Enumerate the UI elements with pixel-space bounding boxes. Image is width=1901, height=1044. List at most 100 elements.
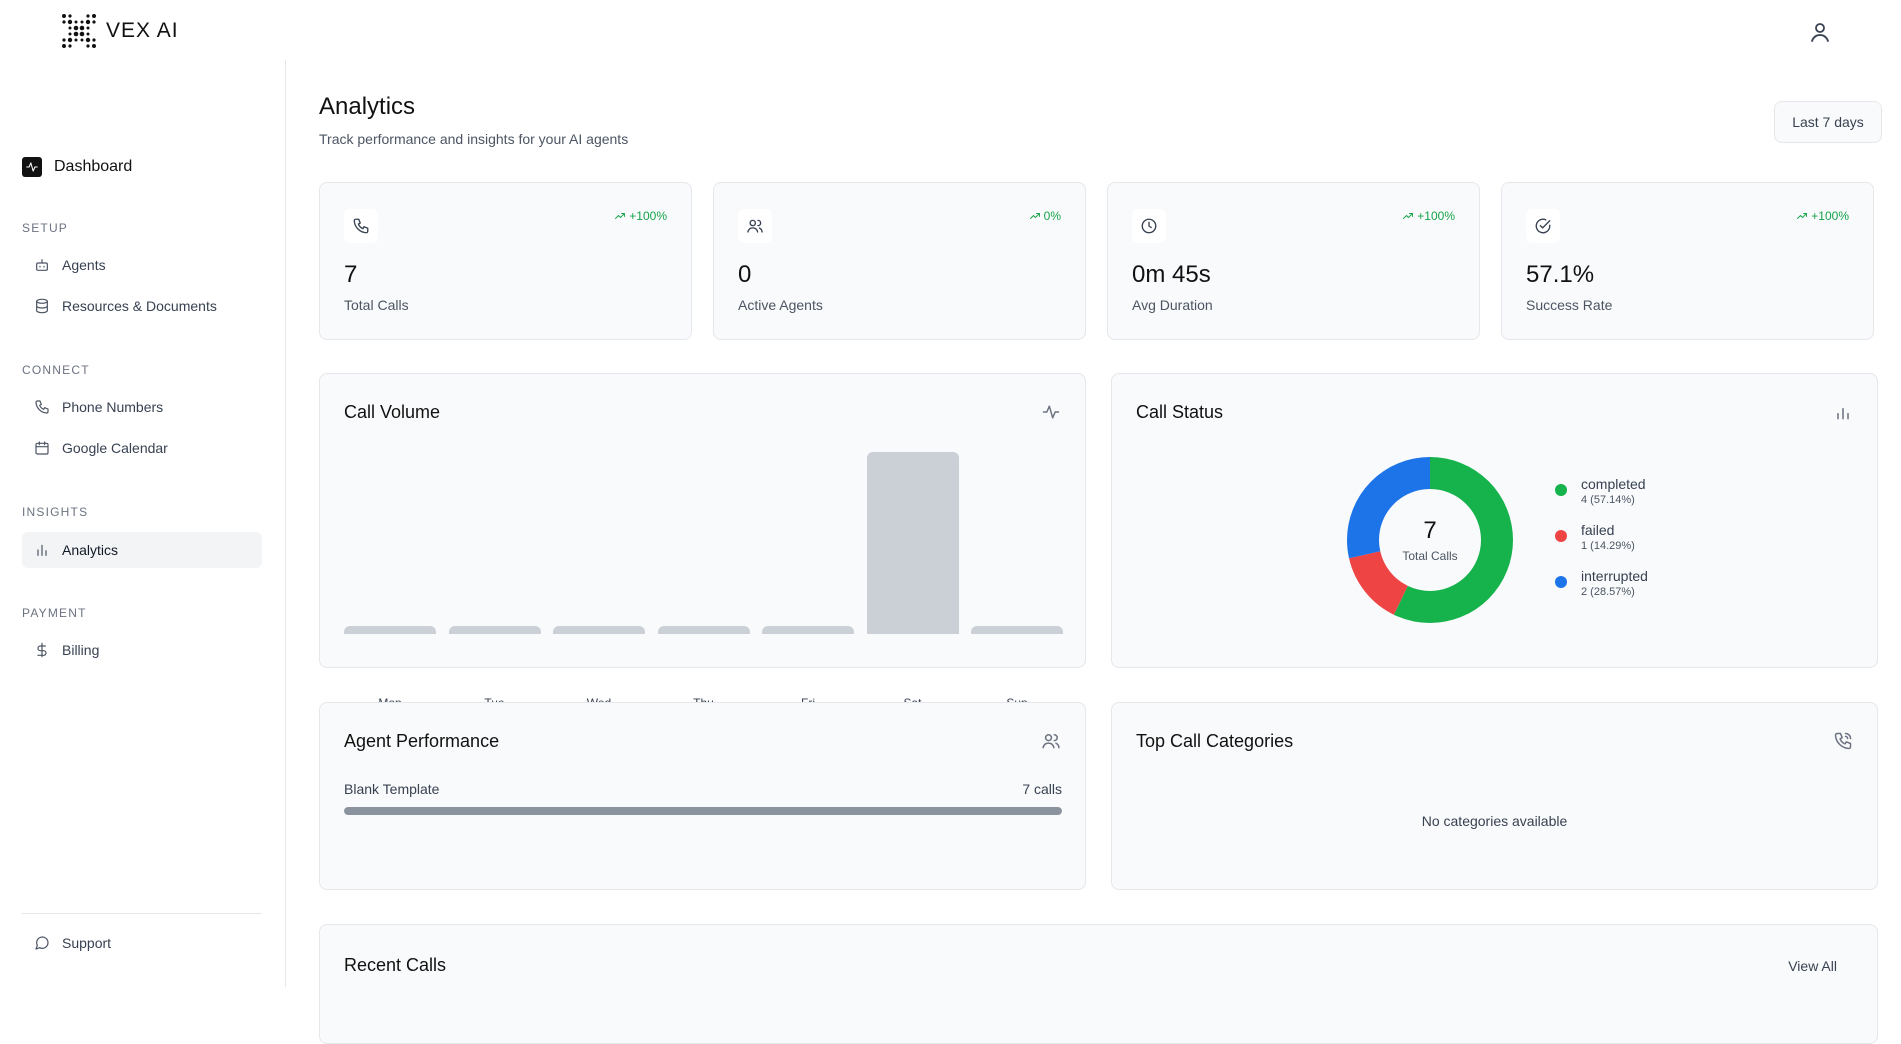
stat-trend: 0% — [1029, 209, 1061, 223]
logo-icon — [62, 14, 96, 48]
agent-progress-track — [344, 807, 1062, 815]
sidebar-item-google-calendar[interactable]: Google Calendar — [22, 430, 262, 466]
section-title-connect: CONNECT — [22, 363, 90, 377]
legend-item-interrupted: interrupted 2 (28.57%) — [1555, 568, 1648, 600]
sidebar-item-phone-numbers[interactable]: Phone Numbers — [22, 389, 262, 425]
bar-chart-icon — [1833, 402, 1853, 422]
legend-detail: 1 (14.29%) — [1581, 540, 1635, 552]
sidebar-item-label: Support — [62, 935, 112, 951]
sidebar-item-resources[interactable]: Resources & Documents — [22, 288, 262, 324]
page-title: Analytics — [319, 93, 416, 120]
trending-up-icon — [1029, 213, 1040, 219]
bar-sat — [866, 452, 959, 634]
donut-caption: Total Calls — [1402, 549, 1458, 563]
trending-up-icon — [1403, 213, 1414, 219]
sidebar-item-analytics[interactable]: Analytics — [22, 532, 262, 568]
legend-item-completed: completed 4 (57.14%) — [1555, 476, 1648, 508]
brand-logo[interactable]: VEX AI — [60, 12, 179, 50]
sidebar-item-label: Resources & Documents — [62, 298, 217, 314]
sidebar-item-label: Google Calendar — [62, 440, 168, 456]
legend-dot — [1555, 576, 1567, 588]
top-bar: VEX AI — [0, 0, 1901, 60]
stat-trend: +100% — [614, 209, 667, 223]
sidebar-item-dashboard[interactable]: Dashboard — [22, 157, 132, 177]
stat-card-avg-duration: +100% 0m 45s Avg Duration — [1107, 182, 1480, 340]
user-menu-button[interactable] — [1808, 20, 1832, 44]
legend-name: interrupted — [1581, 568, 1648, 584]
stat-value: 7 — [344, 261, 358, 288]
activity-icon — [22, 157, 42, 177]
card-title: Call Status — [1136, 402, 1224, 422]
legend-detail: 2 (28.57%) — [1581, 586, 1635, 598]
bar-fri — [762, 626, 854, 634]
phone-call-icon — [1833, 731, 1853, 751]
call-volume-card: Call Volume MonTueWedThuFriSatSun — [319, 373, 1086, 710]
stat-trend: +100% — [1402, 209, 1455, 223]
bot-icon — [34, 257, 50, 273]
sidebar-item-agents[interactable]: Agents — [22, 247, 262, 283]
calendar-icon — [34, 440, 50, 456]
card-title: Recent Calls — [344, 955, 447, 975]
call-status-legend: completed 4 (57.14%) failed 1 (14.29%) i… — [1555, 476, 1648, 614]
legend-detail: 4 (57.14%) — [1581, 494, 1635, 506]
bar-mon — [344, 626, 436, 634]
sidebar-divider — [22, 913, 262, 914]
bar-thu — [657, 626, 750, 634]
users-icon — [738, 209, 772, 243]
sidebar-item-label: Analytics — [62, 542, 119, 558]
stat-value: 0 — [738, 261, 752, 288]
empty-message: No categories available — [1421, 813, 1568, 829]
dollar-icon — [34, 642, 50, 658]
stat-label: Total Calls — [344, 297, 409, 313]
section-title-payment: PAYMENT — [22, 606, 87, 620]
sidebar-item-billing[interactable]: Billing — [22, 632, 262, 668]
stat-trend: +100% — [1796, 209, 1849, 223]
top-categories-card: Top Call Categories No categories availa… — [1111, 702, 1878, 890]
check-circle-icon — [1526, 209, 1560, 243]
donut-total: 7 — [1423, 517, 1437, 544]
legend-dot — [1555, 530, 1567, 542]
view-all-link[interactable]: View All — [1788, 958, 1837, 974]
stat-trend-value: 0% — [1043, 209, 1061, 223]
user-icon — [1811, 23, 1829, 42]
recent-calls-card: Recent Calls View All — [319, 924, 1878, 1044]
stat-card-active-agents: 0% 0 Active Agents — [713, 182, 1086, 340]
call-status-card: Call Status 7 Total Calls completed 4 (5… — [1111, 373, 1878, 668]
stat-trend-value: +100% — [1811, 209, 1849, 223]
bar-tue — [448, 626, 541, 634]
legend-name: failed — [1581, 522, 1615, 538]
stat-card-total-calls: +100% 7 Total Calls — [319, 182, 692, 340]
stat-value: 57.1% — [1526, 261, 1595, 288]
clock-icon — [1132, 209, 1166, 243]
database-icon — [34, 298, 50, 314]
sidebar-item-label: Agents — [62, 257, 106, 273]
bar-sun — [971, 626, 1063, 634]
page-subtitle: Track performance and insights for your … — [319, 131, 629, 147]
date-range-button[interactable]: Last 7 days — [1774, 101, 1882, 143]
sidebar-item-support[interactable]: Support — [22, 925, 262, 961]
agent-calls: 7 calls — [1022, 781, 1062, 797]
stat-card-success-rate: +100% 57.1% Success Rate — [1501, 182, 1874, 340]
phone-icon — [34, 399, 50, 415]
agent-row: Blank Template 7 calls — [344, 781, 1062, 797]
legend-name: completed — [1581, 476, 1646, 492]
sidebar-item-label: Billing — [62, 642, 100, 658]
stat-label: Avg Duration — [1132, 297, 1213, 313]
slice-interrupted — [1347, 457, 1513, 623]
sidebar: Dashboard SETUP Agents Resources & Docum… — [0, 60, 286, 987]
stat-value: 0m 45s — [1132, 261, 1211, 288]
call-volume-chart: MonTueWedThuFriSatSun — [344, 434, 1063, 710]
stat-label: Active Agents — [738, 297, 823, 313]
card-title: Call Volume — [344, 402, 441, 422]
card-title: Top Call Categories — [1136, 731, 1294, 751]
message-circle-icon — [34, 935, 50, 951]
legend-item-failed: failed 1 (14.29%) — [1555, 522, 1648, 554]
phone-icon — [344, 209, 378, 243]
sidebar-item-label: Dashboard — [54, 158, 133, 175]
sidebar-item-label: Phone Numbers — [62, 399, 164, 415]
stat-trend-value: +100% — [1417, 209, 1455, 223]
card-title: Agent Performance — [344, 731, 500, 751]
stat-label: Success Rate — [1526, 297, 1613, 313]
trending-up-icon — [1797, 213, 1808, 219]
section-title-setup: SETUP — [22, 221, 69, 235]
